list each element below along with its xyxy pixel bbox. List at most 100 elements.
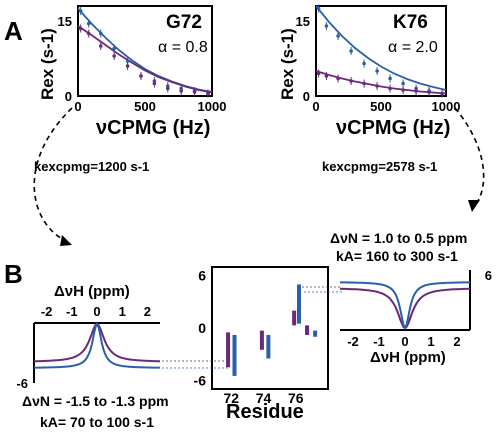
spec-left-xtick-label: -2 — [41, 304, 53, 319]
arrow-right-dashed — [454, 107, 485, 206]
plot-g72-point — [165, 86, 170, 91]
plot-k76-ylabel: Rex (s-1) — [278, 28, 297, 100]
spec-right-ytick-label: 6 — [485, 268, 492, 283]
plot-k76-title: K76 — [393, 12, 428, 33]
plot-g72-xlabel: νCPMG (Hz) — [96, 117, 210, 139]
residue-xtick-label: 76 — [288, 390, 304, 406]
plot-k76-point — [324, 24, 329, 28]
spectrum-right-xlabel: ΔνH (ppm) — [370, 349, 446, 366]
spec-left-xtick-label: -1 — [66, 304, 78, 319]
plot-g72-point — [152, 81, 157, 86]
plot-g72-point — [112, 46, 116, 51]
spec-left-ytick-label: -6 — [16, 376, 28, 391]
plot-g72-point — [206, 91, 210, 96]
plot-g72-ylabel: Rex (s-1) — [38, 28, 57, 100]
plot-g72-point — [86, 31, 91, 36]
plot-k76-frame — [315, 5, 447, 97]
plot-g72-xtick-label: 1000 — [198, 99, 227, 114]
residue-ytick-label: 6 — [198, 268, 206, 284]
right-ka-annotation: kA= 160 to 300 s-1 — [336, 248, 458, 264]
plot-k76-point — [375, 84, 379, 88]
plot-k76-point — [388, 76, 392, 81]
plot-g72-point — [78, 9, 83, 13]
spec-right-curve — [340, 281, 470, 331]
plot-k76-point — [362, 61, 366, 66]
residue-bar — [292, 310, 297, 326]
panel-b-label: B — [4, 259, 23, 289]
residue-chart: Residue 72 74 76 6 0 -6 — [194, 266, 329, 423]
plot-g72-point — [98, 44, 103, 48]
plot-k76-point — [349, 79, 353, 83]
spectrum-right: ΔνH (ppm) -2 -1 0 1 2 6 — [340, 268, 492, 366]
plot-k76-point — [362, 81, 366, 86]
plot-k76-point — [324, 74, 329, 78]
plot-k76-point — [388, 86, 392, 91]
plot-k76-point — [336, 34, 340, 38]
plot-k76-point — [414, 89, 418, 93]
residue-chart-frame — [211, 266, 329, 390]
arrow-left-dashed — [33, 107, 73, 241]
spectrum-left: ΔνH (ppm) -2 -1 0 1 2 -6 — [16, 283, 161, 391]
plot-g72-xtick-label: 500 — [134, 99, 156, 114]
spec-left-xtick-label: 0 — [93, 304, 100, 319]
plot-k76-ytick-label: 0 — [303, 89, 310, 104]
spectrum-left-xlabel: ΔνH (ppm) — [54, 283, 130, 300]
plot-k76-alpha: α = 2.0 — [388, 39, 438, 56]
plot-k76-point — [316, 6, 321, 11]
plot-g72-ytick-label: 0 — [65, 89, 72, 104]
residue-bar — [266, 334, 271, 359]
plot-g72-frame — [77, 5, 213, 97]
plot-k76-point — [375, 69, 379, 73]
plot-g72-xtick-label: 0 — [74, 99, 81, 114]
spec-left-curve — [33, 321, 161, 369]
kex-left-annotation: kexcpmg=1200 s-1 — [34, 159, 149, 174]
plot-g72-point — [112, 54, 116, 58]
left-dn-annotation: ΔνN = -1.5 to -1.3 ppm — [22, 393, 169, 409]
residue-bar — [305, 325, 310, 335]
residue-bar — [313, 330, 318, 337]
kex-right-annotation: kexcpmg=2578 s-1 — [322, 159, 437, 174]
plot-g72-point — [179, 89, 183, 93]
residue-bar — [296, 284, 301, 324]
spec-left-xtick-label: 2 — [144, 304, 151, 319]
plot-g72-point — [125, 64, 130, 68]
panel-a-label: A — [4, 16, 23, 46]
plot-k76-xlabel: νCPMG (Hz) — [336, 117, 450, 139]
residue-bar — [259, 330, 264, 350]
plot-k76-point — [440, 91, 444, 96]
spec-right-xtick-label: 1 — [427, 334, 434, 349]
plot-k76-fit-line — [315, 70, 447, 95]
spec-right-xtick-label: 2 — [453, 334, 460, 349]
plot-k76-xtick-label: 0 — [312, 99, 319, 114]
plot-g72-fit-line — [77, 25, 213, 94]
plot-k76-point — [427, 90, 431, 94]
plot-k76-xtick-label: 1000 — [432, 99, 461, 114]
plot-k76-point — [401, 88, 405, 92]
plot-g72-point — [86, 21, 91, 26]
plot-g72-point — [192, 90, 197, 94]
plot-g72-point — [139, 74, 143, 78]
plot-k76-point — [401, 81, 405, 86]
plot-k76-fit-line — [315, 5, 447, 91]
plot-k76: K76 α = 2.0 Rex (s-1) νCPMG (Hz) 0 500 100… — [278, 4, 461, 139]
residue-ytick-label: 0 — [198, 320, 206, 336]
plot-g72-point — [78, 26, 83, 31]
plot-g72-ytick-label: 15 — [58, 14, 72, 29]
plot-k76-xtick-label: 500 — [370, 99, 392, 114]
residue-ytick-label: -6 — [194, 372, 207, 388]
residue-bar — [226, 332, 231, 368]
plot-k76-point — [349, 49, 353, 53]
plot-g72: G72 α = 0.8 Rex (s-1) νCPMG (Hz) 0 500 100… — [38, 5, 227, 139]
plot-g72-point — [125, 59, 130, 63]
arrow-right-head — [468, 200, 480, 212]
spec-left-xtick-label: 1 — [119, 304, 126, 319]
residue-chart-xlabel: Residue — [226, 401, 304, 423]
plot-k76-point — [316, 71, 321, 76]
plot-g72-alpha: α = 0.8 — [158, 39, 208, 56]
left-ka-annotation: kA= 70 to 100 s-1 — [40, 414, 154, 430]
residue-xtick-label: 72 — [223, 390, 239, 406]
plot-k76-point — [336, 76, 340, 81]
spec-right-xtick-label: 0 — [401, 334, 408, 349]
spec-right-curve — [340, 287, 470, 330]
